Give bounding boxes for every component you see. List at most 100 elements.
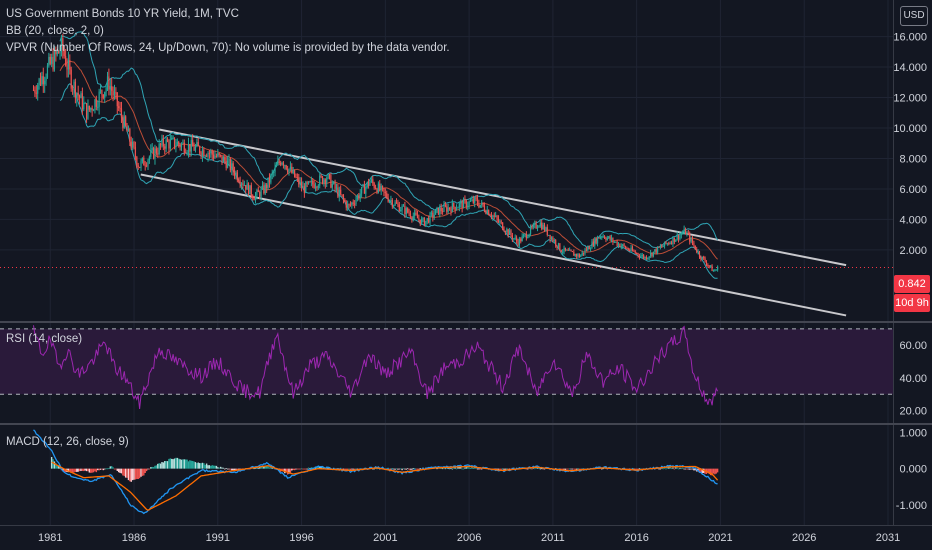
macd-histogram-bar (409, 468, 412, 470)
macd-histogram-bar (225, 468, 227, 469)
candle-body (306, 182, 308, 184)
currency-button[interactable]: USD (900, 6, 928, 26)
macd-histogram-bar (577, 468, 579, 470)
macd-histogram-bar (394, 468, 396, 470)
candle-body (714, 270, 716, 272)
macd-histogram-bar (268, 467, 271, 469)
macd-histogram-bar (299, 468, 301, 470)
bb-legend[interactable]: BB (20, close, 2, 0) (6, 25, 104, 37)
candle-body (97, 106, 99, 108)
pane-separators[interactable] (0, 321, 932, 425)
candle-body (605, 238, 607, 240)
candle-body (295, 177, 297, 179)
macd-histogram-bar (575, 468, 578, 470)
candle-body (644, 256, 646, 259)
candle-body (464, 199, 466, 201)
candle-body (549, 234, 551, 240)
candle-body (461, 201, 463, 209)
candle-body (316, 186, 318, 188)
candle-body (341, 194, 343, 196)
candle-body (666, 243, 668, 245)
rsi-tick-label: 40.00 (899, 373, 927, 385)
candle-body (254, 195, 257, 201)
candle-body (439, 207, 441, 215)
candle-body (443, 205, 445, 212)
macd-histogram-bar (84, 468, 86, 471)
candle-body (534, 223, 536, 225)
candle-body (154, 148, 156, 159)
macd-histogram-bar (387, 467, 389, 469)
candle-body (317, 185, 319, 188)
candle-body (422, 217, 424, 219)
chart-title[interactable]: US Government Bonds 10 YR Yield, 1M, TVC (6, 8, 239, 20)
macd-histogram-bar (677, 468, 680, 470)
candle-body (616, 241, 618, 246)
macd-histogram-bar (472, 468, 475, 469)
macd-histogram-bar (291, 468, 293, 471)
candle-body (63, 50, 65, 57)
candle-body (686, 232, 688, 235)
macd-histogram-bar (580, 468, 582, 470)
candle-body (340, 189, 342, 195)
candle-body (287, 169, 289, 173)
macd-histogram-bar (154, 465, 156, 469)
candle-body (622, 244, 624, 247)
candle-body (143, 157, 145, 166)
candle-body (581, 252, 583, 255)
macd-histogram-bar (194, 462, 197, 469)
candle-body (206, 155, 208, 157)
candle-body (300, 181, 303, 188)
macd-histogram-bar (640, 468, 642, 470)
macd-histogram-bar (184, 459, 187, 469)
candle-body (546, 227, 548, 236)
macd-histogram-bar (506, 468, 508, 470)
candle-body (72, 88, 74, 90)
candle-body (37, 85, 39, 94)
macd-histogram-bar (140, 468, 142, 477)
bb-lower-band (59, 83, 718, 279)
candle-body (256, 190, 258, 196)
candle-body (661, 246, 663, 248)
macd-histogram-bar (525, 468, 528, 470)
macd-histogram-bar (601, 468, 603, 470)
macd-histogram-bar (352, 468, 354, 470)
candle-body (430, 212, 433, 214)
candle-body (152, 148, 155, 159)
macd-histogram-bar (261, 467, 264, 469)
candle-body (474, 197, 476, 203)
macd-histogram-bar (391, 468, 394, 469)
macd-histogram-bar (74, 468, 77, 472)
candle-body (397, 203, 399, 205)
candle-body (239, 181, 241, 185)
macd-histogram-bar (178, 458, 180, 469)
macd-histogram-bar (691, 468, 694, 470)
candle-body (513, 238, 515, 240)
candle-body (705, 261, 708, 266)
candle-body (613, 241, 615, 243)
candle-body (307, 181, 310, 184)
candle-body (493, 215, 495, 217)
candle-body (178, 141, 180, 145)
macd-histogram-bar (229, 468, 232, 470)
candle-body (129, 128, 131, 142)
rsi-pane (0, 325, 893, 410)
candle-body (261, 185, 264, 189)
candle-body (229, 158, 231, 171)
rsi-title[interactable]: RSI (14, close) (6, 333, 83, 345)
macd-histogram-bar (341, 468, 343, 470)
macd-title[interactable]: MACD (12, 26, close, 9) (6, 436, 129, 448)
vpvr-legend[interactable]: VPVR (Number Of Rows, 24, Up/Down, 70): … (6, 42, 450, 54)
candle-body (599, 236, 601, 239)
candle-body (162, 138, 164, 147)
macd-histogram-bar (701, 468, 703, 474)
candle-body (589, 248, 592, 250)
candle-body (166, 139, 169, 142)
candle-body (266, 184, 268, 189)
candle-body (654, 249, 656, 252)
macd-histogram-bar (338, 468, 340, 470)
candle-body (104, 91, 106, 98)
macd-histogram-bar (690, 468, 692, 470)
candle-body (662, 246, 664, 248)
candle-body (679, 235, 681, 240)
